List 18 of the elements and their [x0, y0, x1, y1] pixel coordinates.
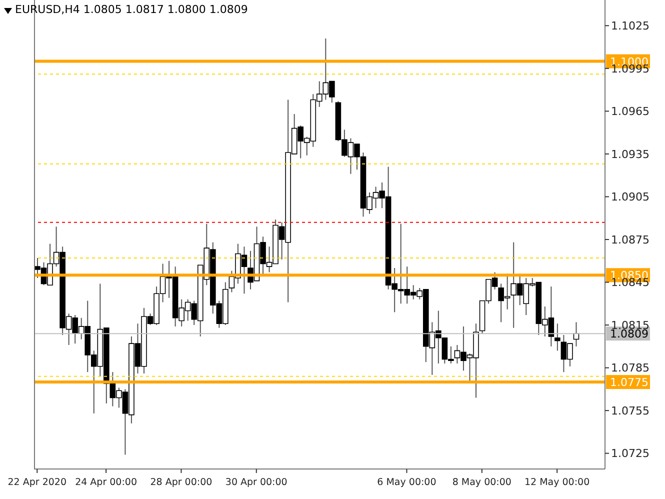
- ref-line-label: 1.0809: [610, 328, 648, 341]
- x-tick-label: 30 Apr 00:00: [225, 477, 288, 488]
- x-tick-label: 24 Apr 00:00: [75, 477, 138, 488]
- y-tick-label: 1.0935: [611, 148, 650, 161]
- x-tick-label: 8 May 00:00: [452, 477, 512, 488]
- y-tick-label: 1.0755: [611, 404, 650, 418]
- x-tick-label: 22 Apr 2020: [8, 477, 67, 488]
- y-tick-label: 1.0905: [611, 190, 650, 204]
- x-tick-label: 12 May 00:00: [524, 477, 590, 488]
- y-tick-label: 1.0725: [611, 447, 650, 460]
- y-tick-label: 1.0965: [611, 105, 650, 118]
- y-tick-label: 1.0785: [611, 362, 650, 375]
- x-tick-label: 28 Apr 00:00: [150, 477, 212, 488]
- y-tick-label: 1.1025: [611, 20, 650, 33]
- chart-title: EURUSD,H4 1.0805 1.0817 1.0800 1.0809: [15, 3, 248, 16]
- ref-line-label: 1.0775: [610, 376, 648, 390]
- y-tick-label: 1.0875: [611, 233, 650, 246]
- x-tick-label: 6 May 00:00: [377, 477, 436, 488]
